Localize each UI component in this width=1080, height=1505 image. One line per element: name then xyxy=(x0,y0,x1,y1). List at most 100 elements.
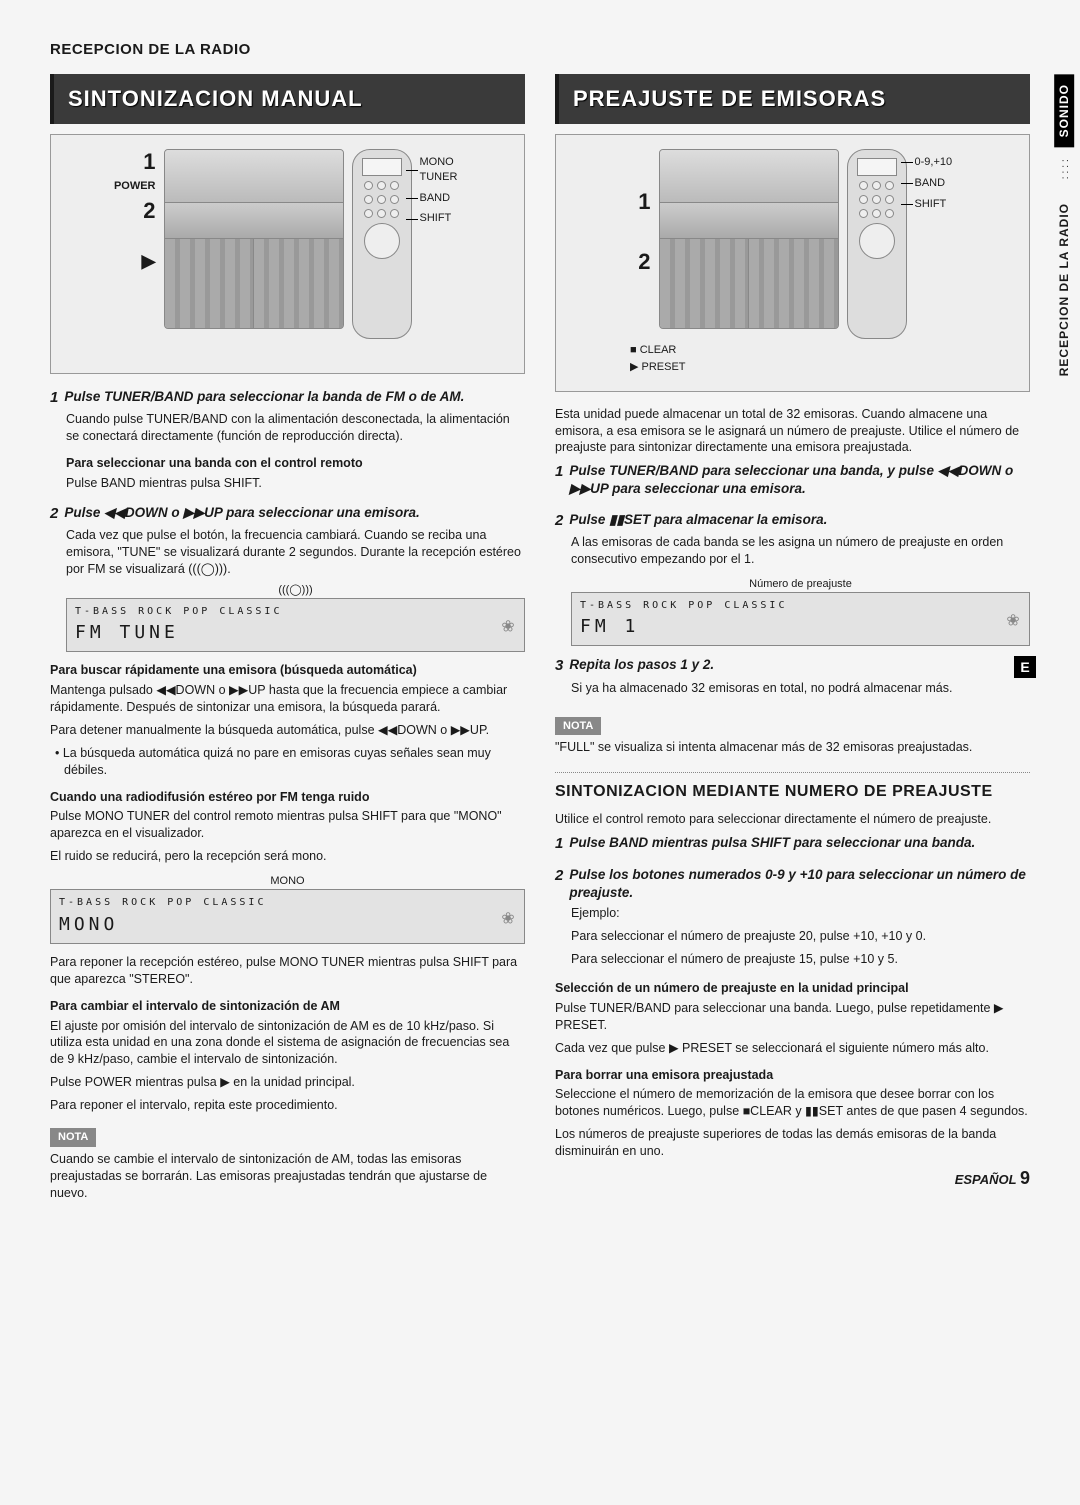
side-tab-radio: RECEPCION DE LA RADIO xyxy=(1054,193,1074,386)
page-header: RECEPCION DE LA RADIO xyxy=(50,40,1030,60)
display-panel-3: Número de preajuste T-BASS ROCK POP CLAS… xyxy=(571,592,1030,647)
paragraph: Mantenga pulsado ◀◀DOWN o ▶▶UP hasta que… xyxy=(50,682,525,716)
remote-illustration xyxy=(847,149,907,339)
flower-icon: ❀ xyxy=(1007,606,1019,633)
subheading: Para seleccionar una banda con el contro… xyxy=(66,455,525,472)
paragraph: Pulse TUNER/BAND para seleccionar una ba… xyxy=(555,1000,1030,1034)
label-shift: SHIFT xyxy=(420,211,480,226)
label-2: 2 xyxy=(611,249,651,275)
bullet-item: • La búsqueda automática quizá no pare e… xyxy=(64,745,525,779)
label-preset: ▶ PRESET xyxy=(630,360,1019,375)
paragraph: El ajuste por omisión del intervalo de s… xyxy=(50,1018,525,1069)
step-title: Repita los pasos 1 y 2. xyxy=(569,656,1030,676)
display-panel-1: (((◯))) T-BASS ROCK POP CLASSIC FM TUNE … xyxy=(66,598,525,653)
section-step-2: 2 Pulse los botones numerados 0-9 y +10 … xyxy=(555,866,1030,968)
section-step-1: 1 Pulse BAND mientras pulsa SHIFT para s… xyxy=(555,834,1030,854)
step-title: Pulse ▮▮SET para almacenar la emisora. xyxy=(569,511,1030,531)
paragraph: Pulse MONO TUNER del control remoto mien… xyxy=(50,808,525,842)
display-line2: MONO xyxy=(59,913,516,937)
two-column-layout: SINTONIZACION MANUAL 1 POWER 2 ▶ xyxy=(50,74,1030,1207)
step-title: Pulse TUNER/BAND para seleccionar una ba… xyxy=(569,462,1030,498)
display-line2: FM 1 xyxy=(580,615,1021,639)
step-body-text: Cada vez que pulse el botón, la frecuenc… xyxy=(66,527,525,578)
step-title: Pulse los botones numerados 0-9 y +10 pa… xyxy=(569,866,1030,902)
left-banner: SINTONIZACION MANUAL xyxy=(50,74,525,124)
paragraph: Para reponer el intervalo, repita este p… xyxy=(50,1097,525,1114)
right-step-2: 2 Pulse ▮▮SET para almacenar la emisora.… xyxy=(555,511,1030,568)
step-title: Pulse ◀◀DOWN o ▶▶UP para seleccionar una… xyxy=(64,504,525,524)
side-tab-sonido: SONIDO xyxy=(1054,74,1074,147)
note-body: Cuando se cambie el intervalo de sintoni… xyxy=(50,1151,525,1202)
example-1: Para seleccionar el número de preajuste … xyxy=(571,928,1030,945)
right-column: SONIDO :::: RECEPCION DE LA RADIO PREAJU… xyxy=(555,74,1030,1207)
display-line2: FM TUNE xyxy=(75,621,516,645)
search-heading: Para buscar rápidamente una emisora (bús… xyxy=(50,662,525,679)
step-number: 2 xyxy=(555,511,563,531)
left-step-2: 2 Pulse ◀◀DOWN o ▶▶UP para seleccionar u… xyxy=(50,504,525,578)
step-number: 3 xyxy=(555,656,563,676)
label-band: BAND xyxy=(915,176,975,191)
remote-illustration xyxy=(352,149,412,339)
footer-page-number: 9 xyxy=(1020,1168,1030,1188)
section-title: SINTONIZACION MEDIANTE NUMERO DE PREAJUS… xyxy=(555,781,1030,803)
right-diagram: 1 2 0-9,+10 BAND S xyxy=(555,134,1030,392)
step-number: 1 xyxy=(50,388,58,408)
example-label: Ejemplo: xyxy=(571,905,1030,922)
label-power: POWER xyxy=(96,179,156,194)
right-step-1: 1 Pulse TUNER/BAND para seleccionar una … xyxy=(555,462,1030,498)
display-panel-2: MONO T-BASS ROCK POP CLASSIC MONO ❀ xyxy=(50,889,525,944)
paragraph: El ruido se reducirá, pero la recepción … xyxy=(50,848,525,865)
step-number: 2 xyxy=(50,504,58,524)
paragraph: Pulse BAND mientras pulsa SHIFT. xyxy=(66,475,525,492)
step-body-text: A las emisoras de cada banda se les asig… xyxy=(571,534,1030,568)
step-title: Pulse TUNER/BAND para seleccionar la ban… xyxy=(64,388,525,408)
note-label: NOTA xyxy=(555,717,601,736)
right-banner: PREAJUSTE DE EMISORAS xyxy=(555,74,1030,124)
stereo-unit-illustration xyxy=(164,149,344,329)
paragraph: Los números de preajuste superiores de t… xyxy=(555,1126,1030,1160)
note-label: NOTA xyxy=(50,1128,96,1147)
step-number: 1 xyxy=(555,462,563,498)
am-heading: Para cambiar el intervalo de sintonizaci… xyxy=(50,998,525,1015)
left-diagram: 1 POWER 2 ▶ MONO T xyxy=(50,134,525,374)
left-step-1: 1 Pulse TUNER/BAND para seleccionar la b… xyxy=(50,388,525,492)
label-2: 2 xyxy=(96,198,156,224)
flower-icon: ❀ xyxy=(502,903,514,930)
step-number: 2 xyxy=(555,866,563,902)
delete-heading: Para borrar una emisora preajustada xyxy=(555,1067,1030,1084)
section-intro: Utilice el control remoto para seleccion… xyxy=(555,811,1030,828)
e-tab: E xyxy=(1014,656,1036,678)
display-line1: T-BASS ROCK POP CLASSIC xyxy=(580,599,1021,613)
step-title: Pulse BAND mientras pulsa SHIFT para sel… xyxy=(569,834,1030,854)
step-body-text: Si ya ha almacenado 32 emisoras en total… xyxy=(571,680,1030,697)
stereo-heading: Cuando una radiodifusión estéreo por FM … xyxy=(50,789,525,806)
display-line1: T-BASS ROCK POP CLASSIC xyxy=(59,896,516,910)
label-play-icon: ▶ xyxy=(96,249,156,273)
footer: ESPAÑOL 9 xyxy=(555,1166,1030,1190)
label-mono-tuner: MONO TUNER xyxy=(420,155,480,185)
right-step-3: 3 Repita los pasos 1 y 2. Si ya ha almac… xyxy=(555,656,1030,696)
side-tabs: SONIDO :::: RECEPCION DE LA RADIO xyxy=(1053,74,1076,386)
stereo-unit-illustration xyxy=(659,149,839,329)
note-body: "FULL" se visualiza si intenta almacenar… xyxy=(555,739,1030,756)
side-dots-icon: :::: xyxy=(1058,159,1072,182)
paragraph: Cada vez que pulse ▶ PRESET se seleccion… xyxy=(555,1040,1030,1057)
main-select-heading: Selección de un número de preajuste en l… xyxy=(555,980,1030,997)
label-shift: SHIFT xyxy=(915,197,975,212)
paragraph: Pulse POWER mientras pulsa ▶ en la unida… xyxy=(50,1074,525,1091)
flower-icon: ❀ xyxy=(502,611,514,638)
display-line1: T-BASS ROCK POP CLASSIC xyxy=(75,605,516,619)
paragraph: Seleccione el número de memorización de … xyxy=(555,1086,1030,1120)
label-clear: ■ CLEAR xyxy=(630,343,1019,358)
label-band: BAND xyxy=(420,191,480,206)
display-label: Número de preajuste xyxy=(749,577,852,592)
step-number: 1 xyxy=(555,834,563,854)
display-label: MONO xyxy=(270,874,304,889)
example-2: Para seleccionar el número de preajuste … xyxy=(571,951,1030,968)
label-09-10: 0-9,+10 xyxy=(915,155,975,170)
paragraph: Para reponer la recepción estéreo, pulse… xyxy=(50,954,525,988)
intro-paragraph: Esta unidad puede almacenar un total de … xyxy=(555,406,1030,457)
display-label: (((◯))) xyxy=(278,583,312,598)
label-1: 1 xyxy=(611,189,651,215)
footer-lang: ESPAÑOL xyxy=(955,1172,1017,1187)
